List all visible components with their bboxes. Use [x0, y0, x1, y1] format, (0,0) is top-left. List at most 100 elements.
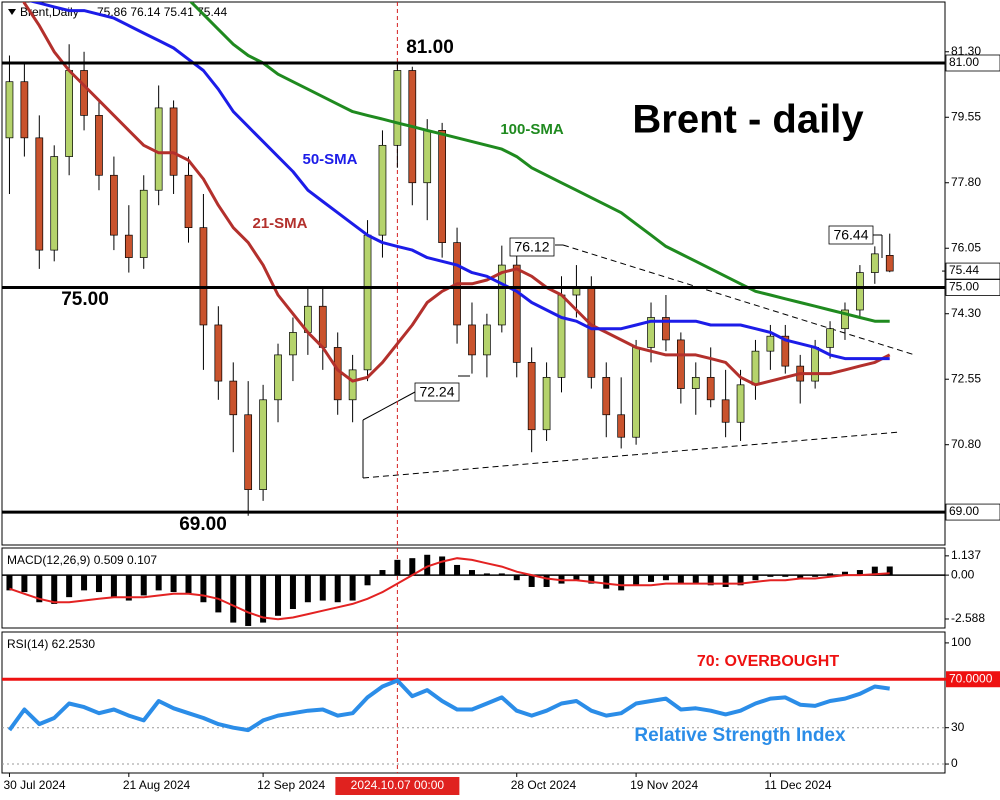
- x-tick-label: 12 Sep 2024: [257, 778, 325, 792]
- x-tick-label: 19 Nov 2024: [630, 778, 698, 792]
- macd-bar: [483, 573, 490, 576]
- macd-bar: [722, 575, 729, 587]
- pointer-line: [362, 391, 416, 421]
- candle-body: [841, 309, 849, 330]
- candle-body: [95, 115, 103, 176]
- candle-body: [169, 107, 178, 176]
- macd-panel: [1, 547, 946, 629]
- macd-bar: [812, 575, 819, 577]
- candle-body: [110, 174, 118, 236]
- macd-bar: [797, 575, 804, 579]
- macd-bar: [21, 575, 28, 593]
- level-label: 81.00: [406, 37, 454, 58]
- candle-body: [647, 317, 655, 348]
- candle-body: [348, 369, 357, 401]
- candle-body: [214, 324, 223, 382]
- rsi-annotation: Relative Strength Index: [634, 725, 846, 746]
- y-tick-label: 81.30: [951, 44, 981, 58]
- candle-body: [80, 70, 88, 116]
- x-tick-label: 11 Dec 2024: [764, 778, 831, 792]
- macd-bar: [140, 575, 147, 596]
- x-tick-label: 30 Jul 2024: [3, 778, 65, 792]
- level-label: 69.00: [179, 514, 227, 535]
- macd-bar: [230, 575, 237, 623]
- macd-bar: [95, 575, 102, 593]
- candle-body: [826, 328, 834, 348]
- y-tick-label: 79.55: [951, 109, 981, 123]
- macd-bar: [81, 575, 88, 591]
- level-label: 75.00: [61, 289, 109, 310]
- candle-body: [378, 144, 387, 236]
- macd-bar: [185, 575, 192, 594]
- macd-bar: [543, 575, 550, 587]
- y-tick-label: 74.30: [951, 306, 981, 320]
- quote: 75.86 76.14 75.41 75.44: [97, 5, 227, 19]
- macd-bar: [36, 575, 43, 603]
- menu-arrow[interactable]: [8, 9, 16, 15]
- candle-body: [542, 376, 551, 431]
- level-axis-label: 81.00: [949, 55, 979, 69]
- candle-body: [5, 81, 14, 139]
- candle-body: [557, 294, 566, 378]
- macd-bar: [51, 575, 58, 604]
- y-tick-label: 77.80: [951, 175, 981, 189]
- candle-body: [856, 272, 864, 311]
- trendlines: [362, 234, 916, 479]
- y-tick-label: 76.05: [951, 240, 981, 254]
- macd-bar: [454, 564, 461, 576]
- candle-body: [229, 380, 238, 416]
- sma-label: 21-SMA: [252, 215, 307, 232]
- panel-title: MACD(12,26,9) 0.509 0.107: [7, 553, 157, 567]
- candle-body: [677, 339, 685, 389]
- candle-body: [766, 335, 775, 352]
- candle-body: [199, 227, 208, 326]
- signal-line: [9, 557, 890, 621]
- macd-bar: [260, 575, 267, 623]
- candle-body: [423, 130, 432, 184]
- candle-body: [393, 70, 402, 146]
- macd-bar: [767, 575, 774, 577]
- candle-body: [706, 376, 715, 401]
- candle-body: [662, 317, 670, 341]
- candle-body: [617, 414, 626, 438]
- candle-body: [602, 376, 611, 416]
- macd-bar: [752, 575, 759, 581]
- level-axis-label: 69.00: [949, 504, 979, 518]
- macd-bar: [304, 575, 311, 603]
- candle-body: [781, 335, 790, 367]
- candle-body: [512, 264, 521, 363]
- macd-bar: [677, 575, 684, 584]
- sma-label: 100-SMA: [500, 121, 564, 138]
- panel-title: RSI(14) 62.2530: [7, 637, 95, 651]
- rsi-line: [7, 678, 890, 733]
- y-tick-label: 0.00: [951, 567, 975, 581]
- macd-bar: [588, 575, 595, 584]
- candle-body: [751, 350, 760, 386]
- level-axis-label-bg: [945, 503, 1000, 521]
- crosshair-label-bg: [335, 777, 460, 795]
- macd-bar: [334, 575, 341, 603]
- macd-bar: [528, 575, 535, 587]
- y-tick-label: 100: [951, 635, 971, 649]
- candle-body: [124, 234, 133, 258]
- candle-body: [318, 305, 327, 348]
- macd-bar: [513, 575, 520, 581]
- resistance-trendline: [562, 244, 916, 356]
- x-tick-label: 21 Aug 2024: [123, 778, 191, 792]
- macd-bar: [424, 554, 431, 576]
- macd-bar: [200, 575, 207, 603]
- y-tick-label: 70.80: [951, 437, 981, 451]
- candle-body: [139, 189, 148, 258]
- macd-bar: [6, 575, 13, 591]
- panel-frames: [1, 1, 946, 774]
- macd-bar: [439, 556, 446, 576]
- candle-body: [527, 362, 536, 431]
- candle-body: [870, 253, 879, 273]
- main-panel: [1, 1, 946, 546]
- candle-body: [885, 255, 894, 272]
- candles: [5, 2, 894, 516]
- macd-bar: [245, 575, 252, 626]
- macd-bar: [707, 575, 714, 586]
- macd-bar: [125, 575, 132, 601]
- macd-bar: [827, 573, 834, 576]
